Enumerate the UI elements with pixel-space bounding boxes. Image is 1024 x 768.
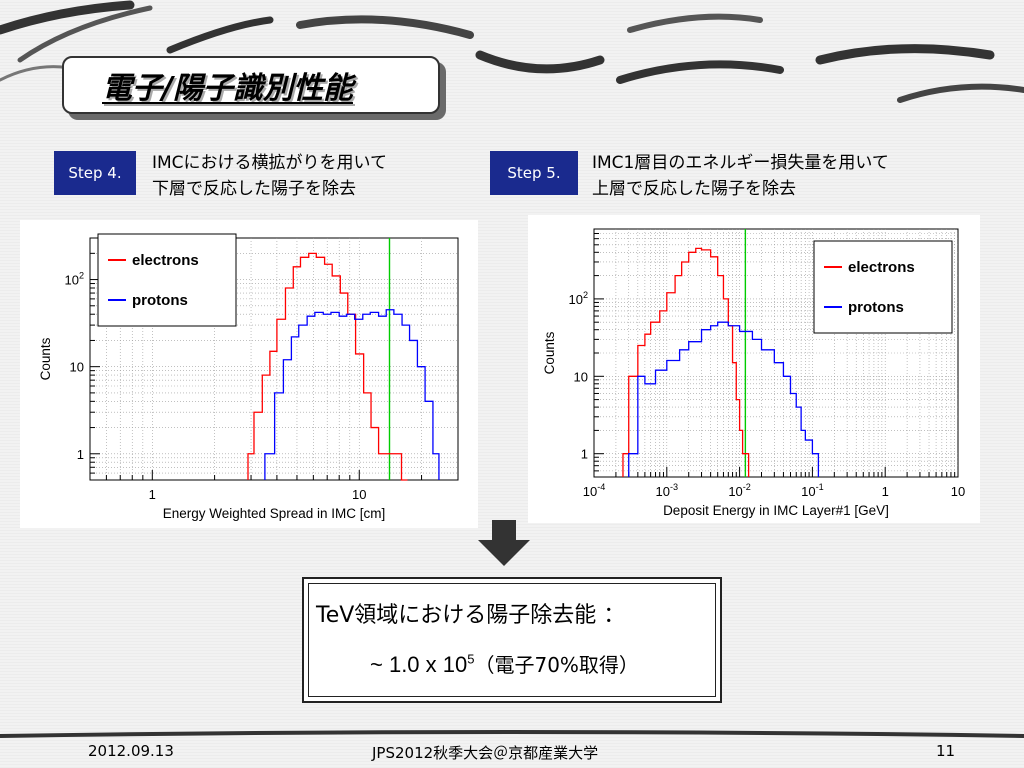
deposit-energy-histogram-chart: 10-4 10-3 10-2 10-1 1 10 1 10 102 Deposit Energy … [542,228,965,518]
x-axis-label: Energy Weighted Spread in IMC [cm] [163,506,386,521]
x-tick-label: 10 [352,487,366,502]
result-suffix: （電子70%取得） [474,653,639,677]
slide-title: 電子/陽子識別性能 [102,71,353,106]
step5-description: IMC1層目のエネルギー損失量を用いて 上層で反応した陽子を除去 [592,150,889,202]
y-axis-label: Counts [542,331,557,374]
step4-line1: IMCにおける横拡がりを用いて [152,153,388,173]
y-tick-label: 10 [574,369,588,384]
y-tick-label: 1 [581,447,588,462]
x-tick-label: 10-4 [583,482,606,499]
spread-histogram-chart: 1 10 1 10 102 Energy Weighted Spread in IMC [… [38,233,459,521]
grid-lines [90,238,458,480]
legend-label-electrons: electrons [132,252,199,269]
x-tick-label: 10-3 [656,482,679,499]
down-arrow-icon [478,520,530,566]
step5-badge: Step 5. [490,151,578,195]
result-line1: TeV領域における陽子除去能 ： [316,603,626,628]
title-box: 電子/陽子識別性能 [62,56,440,114]
series-protons-line [628,321,820,477]
footer-date: 2012.09.13 [88,742,174,760]
legend-label-protons: protons [848,299,904,316]
y-tick-label: 10 [70,360,84,375]
legend-label-protons: protons [132,292,188,309]
footer-conference: JPS2012秋季大会＠京都産業大学 [372,744,599,762]
y-axis-label: Counts [38,337,53,380]
legend-label-electrons: electrons [848,259,915,276]
step4-line2: 下層で反応した陽子を除去 [152,179,356,199]
legend-box [813,240,953,334]
result-exponent: 5 [467,651,475,667]
series-electrons-line [622,247,750,477]
y-tick-label: 102 [568,290,588,307]
y-tick-label: 102 [64,271,84,288]
chart1-panel: 1 10 1 10 102 Energy Weighted Spread in IMC [… [20,220,478,528]
series-protons-line [264,309,440,480]
x-tick-label: 10 [951,484,965,499]
chart2-panel: 10-4 10-3 10-2 10-1 1 10 1 10 102 Deposit Energy … [528,215,980,523]
footer-page-number: 11 [936,742,956,760]
step5-line2: 上層で反応した陽子を除去 [592,179,796,199]
step4-description: IMCにおける横拡がりを用いて 下層で反応した陽子を除去 [152,150,387,202]
series-electrons-line [247,252,408,481]
step5-line1: IMC1層目のエネルギー損失量を用いて [592,153,889,173]
x-tick-label: 1 [149,487,156,502]
result-box: TeV領域における陽子除去能 ： ~ 1.0 x 105（電子70%取得） [302,577,722,703]
result-prefix: ~ 1.0 x 10 [370,652,468,677]
legend: electrons protons [97,233,237,327]
step4-badge: Step 4. [54,151,136,195]
x-axis-label: Deposit Energy in IMC Layer#1 [GeV] [663,503,889,518]
x-tick-label: 1 [882,484,889,499]
y-tick-label: 1 [77,447,84,462]
result-line2: ~ 1.0 x 105（電子70%取得） [370,649,639,678]
footer-divider [0,730,1024,738]
x-tick-label: 10-2 [728,482,751,499]
x-tick-label: 10-1 [801,482,824,499]
legend-box [97,233,237,327]
legend: electrons protons [813,240,953,334]
